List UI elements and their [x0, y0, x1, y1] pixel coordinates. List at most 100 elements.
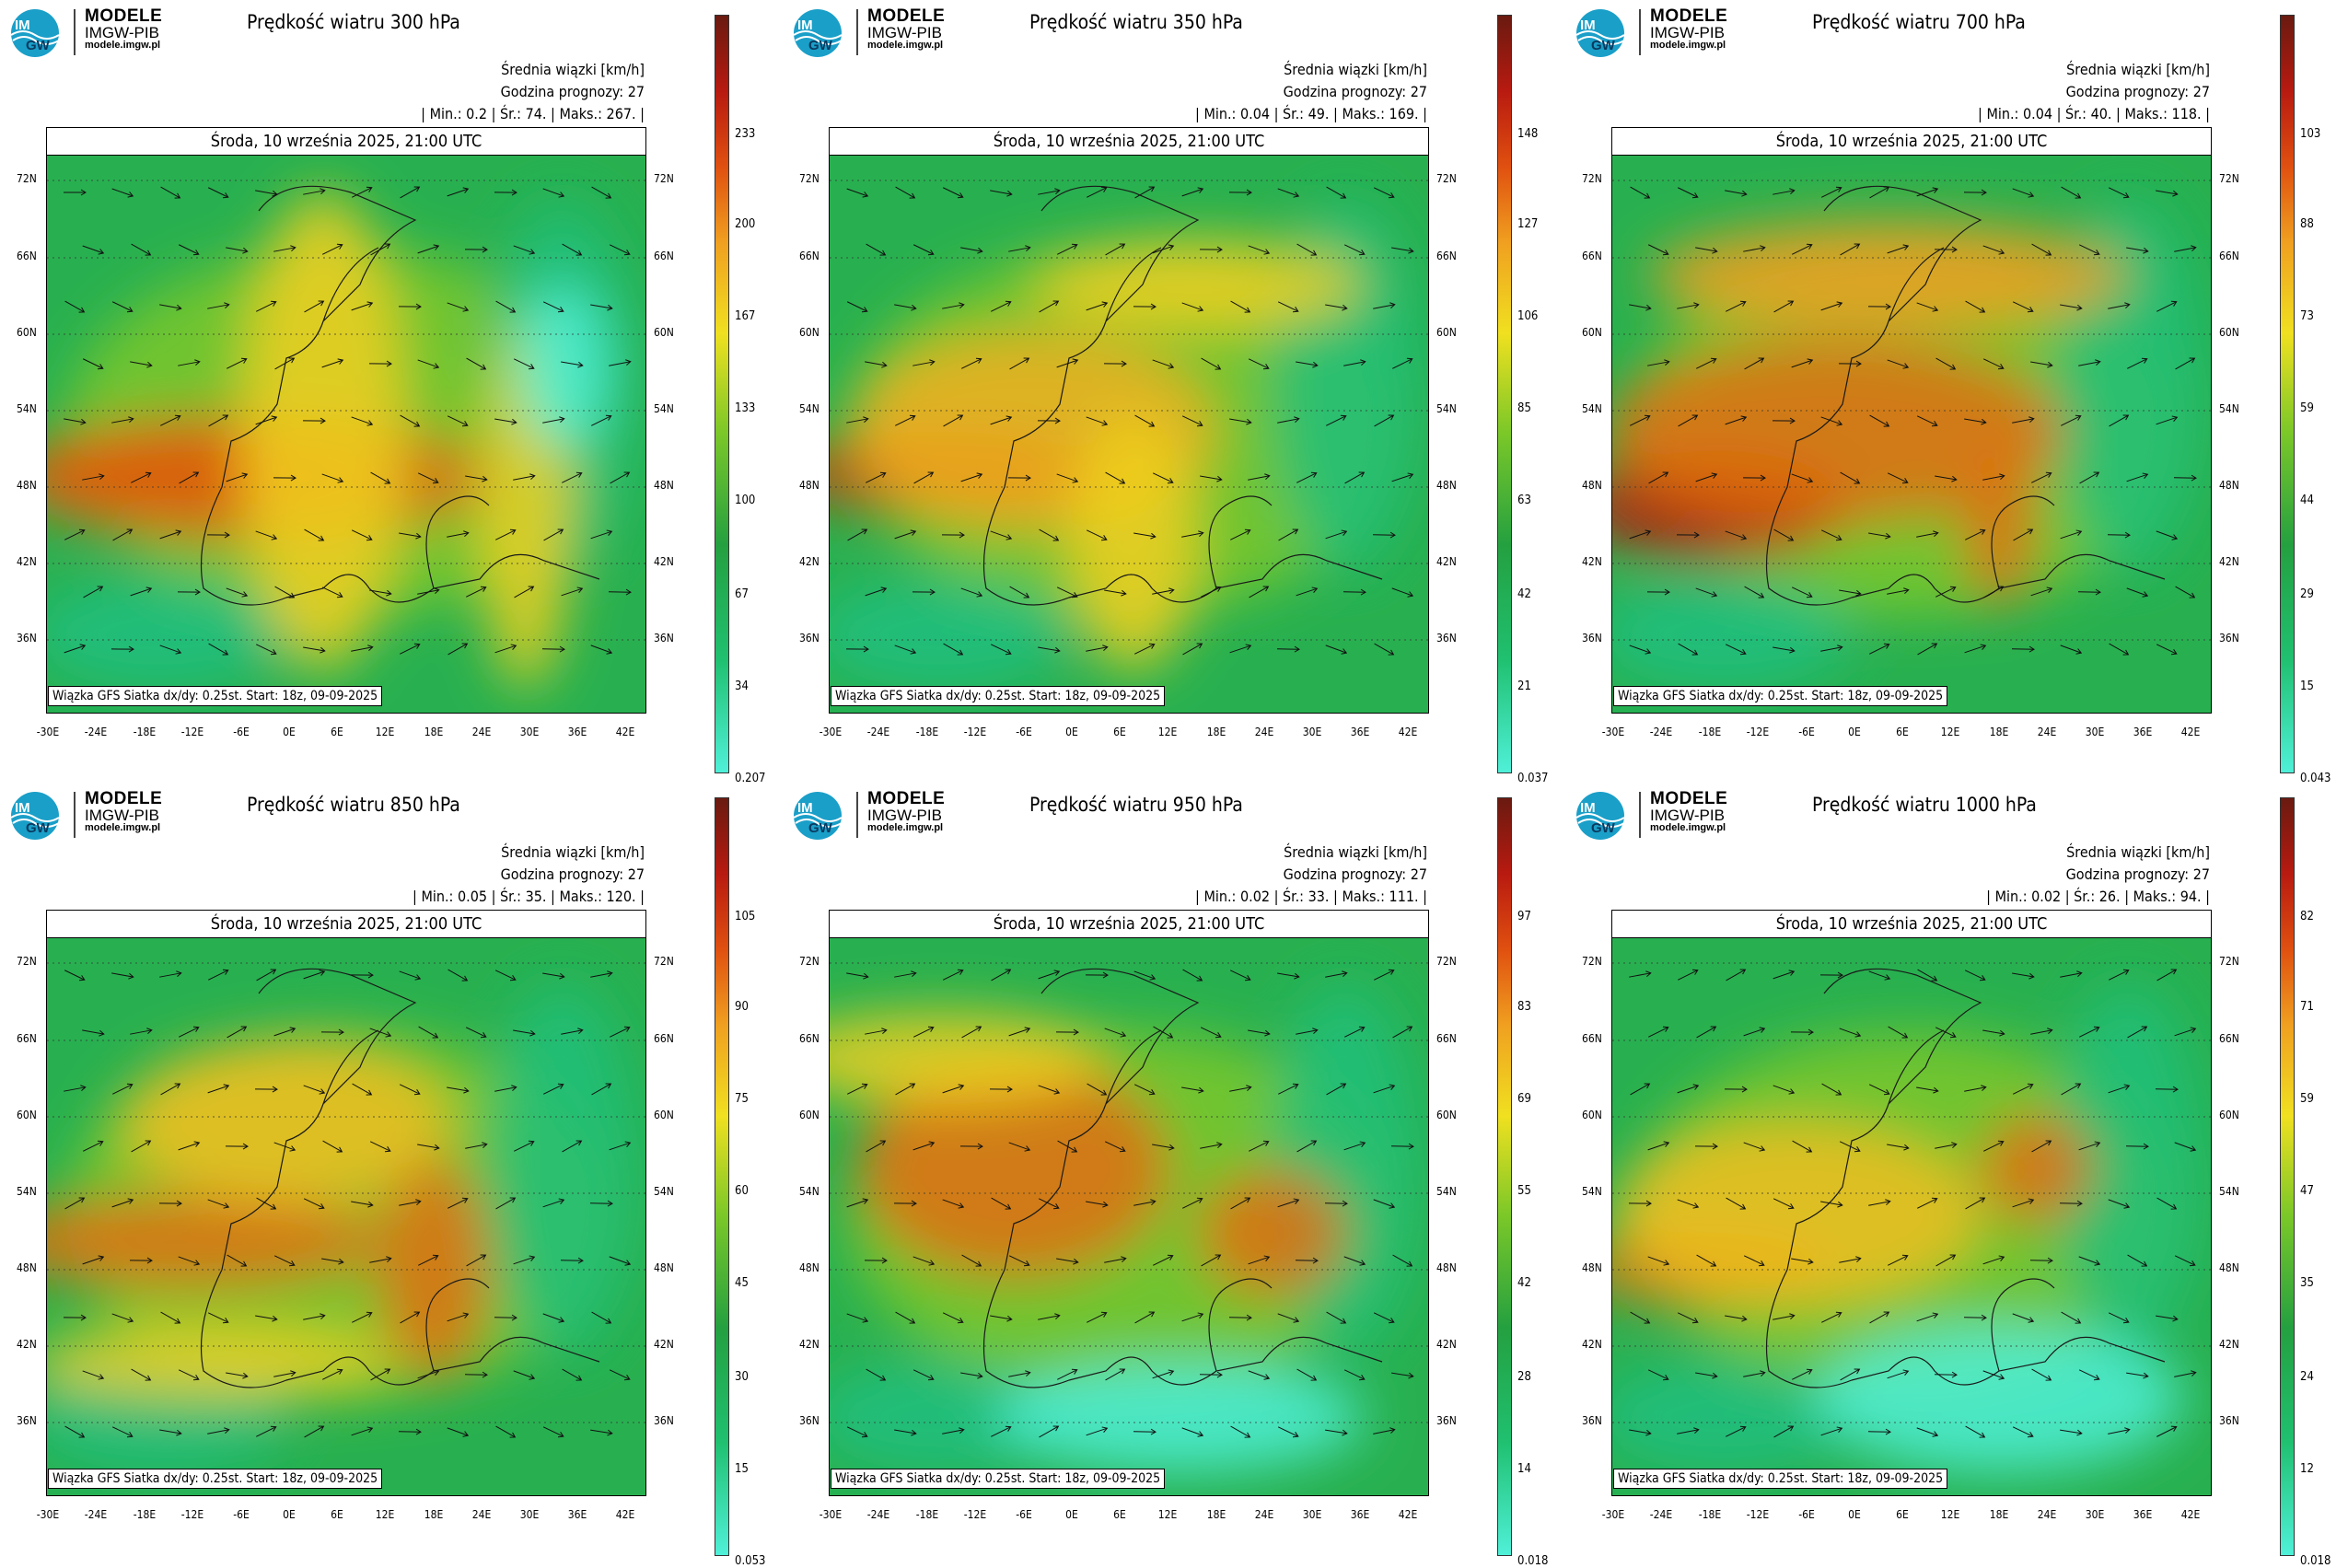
wind-arrow: [1791, 587, 1813, 598]
wind-arrow: [960, 1372, 983, 1379]
wind-arrow: [321, 473, 344, 483]
wind-arrow: [1696, 357, 1717, 369]
wind-arrow: [894, 304, 917, 311]
wind-arrow: [1056, 473, 1079, 483]
wind-arrow: [208, 414, 229, 427]
color-scale-tick: 0.037: [1517, 772, 1549, 785]
wind-arrow: [991, 969, 1012, 981]
wind-arrow: [1677, 1427, 1700, 1434]
wind-arrow: [465, 1027, 487, 1039]
wind-arrow: [590, 970, 613, 978]
color-scale-tick: 75: [735, 1092, 749, 1106]
color-scale-tick: 90: [735, 1000, 749, 1014]
wind-arrow: [83, 586, 104, 598]
wind-arrow: [591, 186, 612, 199]
wind-arrow: [894, 970, 917, 978]
wind-arrow: [1056, 1258, 1079, 1265]
wind-arrow: [1820, 416, 1843, 426]
lon-label: 24E: [1254, 726, 1274, 738]
lat-label-right: 48N: [1436, 479, 1457, 492]
wind-arrow: [207, 1199, 230, 1209]
lon-label: 36E: [567, 726, 587, 738]
wind-arrow: [912, 244, 935, 256]
wind-arrow: [64, 1197, 86, 1210]
wind-arrow: [273, 1255, 296, 1267]
wind-arrow: [1648, 1026, 1669, 1038]
wind-arrow: [1982, 473, 2005, 481]
wind-arrow: [1325, 304, 1348, 311]
wind-arrow: [2078, 244, 2100, 256]
wind-arrow: [207, 1312, 229, 1324]
color-scale-tick: 167: [735, 309, 756, 323]
wind-arrow: [400, 1311, 421, 1324]
wind-arrow: [1869, 186, 1890, 199]
wind-arrow: [513, 358, 535, 370]
wind-arrow: [400, 186, 421, 199]
wind-arrow: [2061, 414, 2082, 426]
wind-arrow: [1629, 529, 1652, 540]
wind-arrow: [1935, 475, 1958, 482]
wind-arrow: [1152, 1144, 1175, 1151]
wind-arrow: [2030, 587, 2053, 597]
wind-arrow: [1867, 1428, 1891, 1435]
wind-arrow: [1743, 1027, 1766, 1037]
wind-arrow: [1296, 471, 1318, 483]
lat-label-right: 54N: [2219, 1185, 2239, 1198]
wind-arrow: [1629, 304, 1652, 311]
stats-line: | Min.: 0.2 | Śr.: 74. | Maks.: 267. |: [421, 105, 645, 122]
lat-label-right: 42N: [1436, 1338, 1457, 1351]
stats-line: | Min.: 0.05 | Śr.: 35. | Maks.: 120. |: [413, 888, 645, 905]
wind-arrow: [255, 530, 278, 540]
wind-arrow: [562, 471, 583, 483]
wind-arrow: [1935, 1027, 1957, 1039]
lon-label: -24E: [84, 1508, 108, 1521]
lon-label: 36E: [2133, 1508, 2153, 1521]
wind-arrow: [160, 414, 181, 426]
wind-arrow: [1917, 1197, 1938, 1209]
wind-arrow: [1277, 301, 1299, 313]
valid-date: Środa, 10 września 2025, 21:00 UTC: [1611, 127, 2212, 156]
lon-label: -12E: [1746, 1508, 1770, 1521]
lat-label-right: 60N: [1436, 326, 1457, 339]
wind-arrow: [2012, 1313, 2035, 1323]
wind-arrow: [1839, 1141, 1861, 1153]
wind-arrow: [2031, 471, 2052, 483]
wind-arrow: [226, 247, 249, 254]
wind-arrow: [1278, 1083, 1299, 1095]
wind-arrow: [1039, 300, 1060, 313]
lat-label-right: 72N: [2219, 955, 2239, 968]
wind-arrow: [304, 528, 325, 541]
wind-arrow: [1038, 1313, 1061, 1320]
wind-arrow: [1839, 1256, 1862, 1263]
wind-arrow: [1820, 1426, 1843, 1436]
wind-arrow: [1229, 644, 1252, 654]
wind-arrow: [1629, 1429, 1652, 1436]
wind-arrow: [991, 1197, 1012, 1210]
lat-label-left: 42N: [799, 1338, 819, 1351]
wind-arrow: [111, 188, 134, 198]
color-scale-tick: 127: [1517, 217, 1539, 231]
wind-arrow: [1820, 1201, 1843, 1208]
wind-arrow: [2126, 472, 2149, 482]
wind-arrow: [1792, 243, 1813, 255]
wind-arrow: [1325, 1429, 1348, 1436]
wind-field-map: [46, 155, 646, 714]
model-footer: Wiązka GFS Siatka dx/dy: 0.25st. Start: …: [1613, 1469, 1948, 1489]
lat-label-left: 48N: [17, 479, 37, 492]
lat-label-left: 72N: [1582, 172, 1602, 185]
wind-arrow: [1647, 1141, 1670, 1151]
wind-arrow: [989, 1086, 1013, 1093]
lon-label: -30E: [819, 1508, 843, 1521]
wind-arrow: [865, 1028, 888, 1035]
lon-label: 0E: [1065, 1508, 1078, 1521]
wind-arrow: [1249, 1140, 1270, 1152]
wind-arrow: [1008, 1370, 1031, 1377]
wind-arrow: [1867, 303, 1891, 310]
wind-arrow: [1725, 415, 1748, 425]
map-panel: IM GW MODELE IMGW-PIB modele.imgw.pl Prędkość…: [1565, 0, 2348, 785]
lat-label-right: 42N: [1436, 555, 1457, 568]
wind-arrow: [2078, 1256, 2101, 1266]
wind-arrow: [1343, 244, 1366, 256]
wind-arrow: [1008, 1255, 1030, 1267]
lat-label-left: 60N: [1582, 326, 1602, 339]
